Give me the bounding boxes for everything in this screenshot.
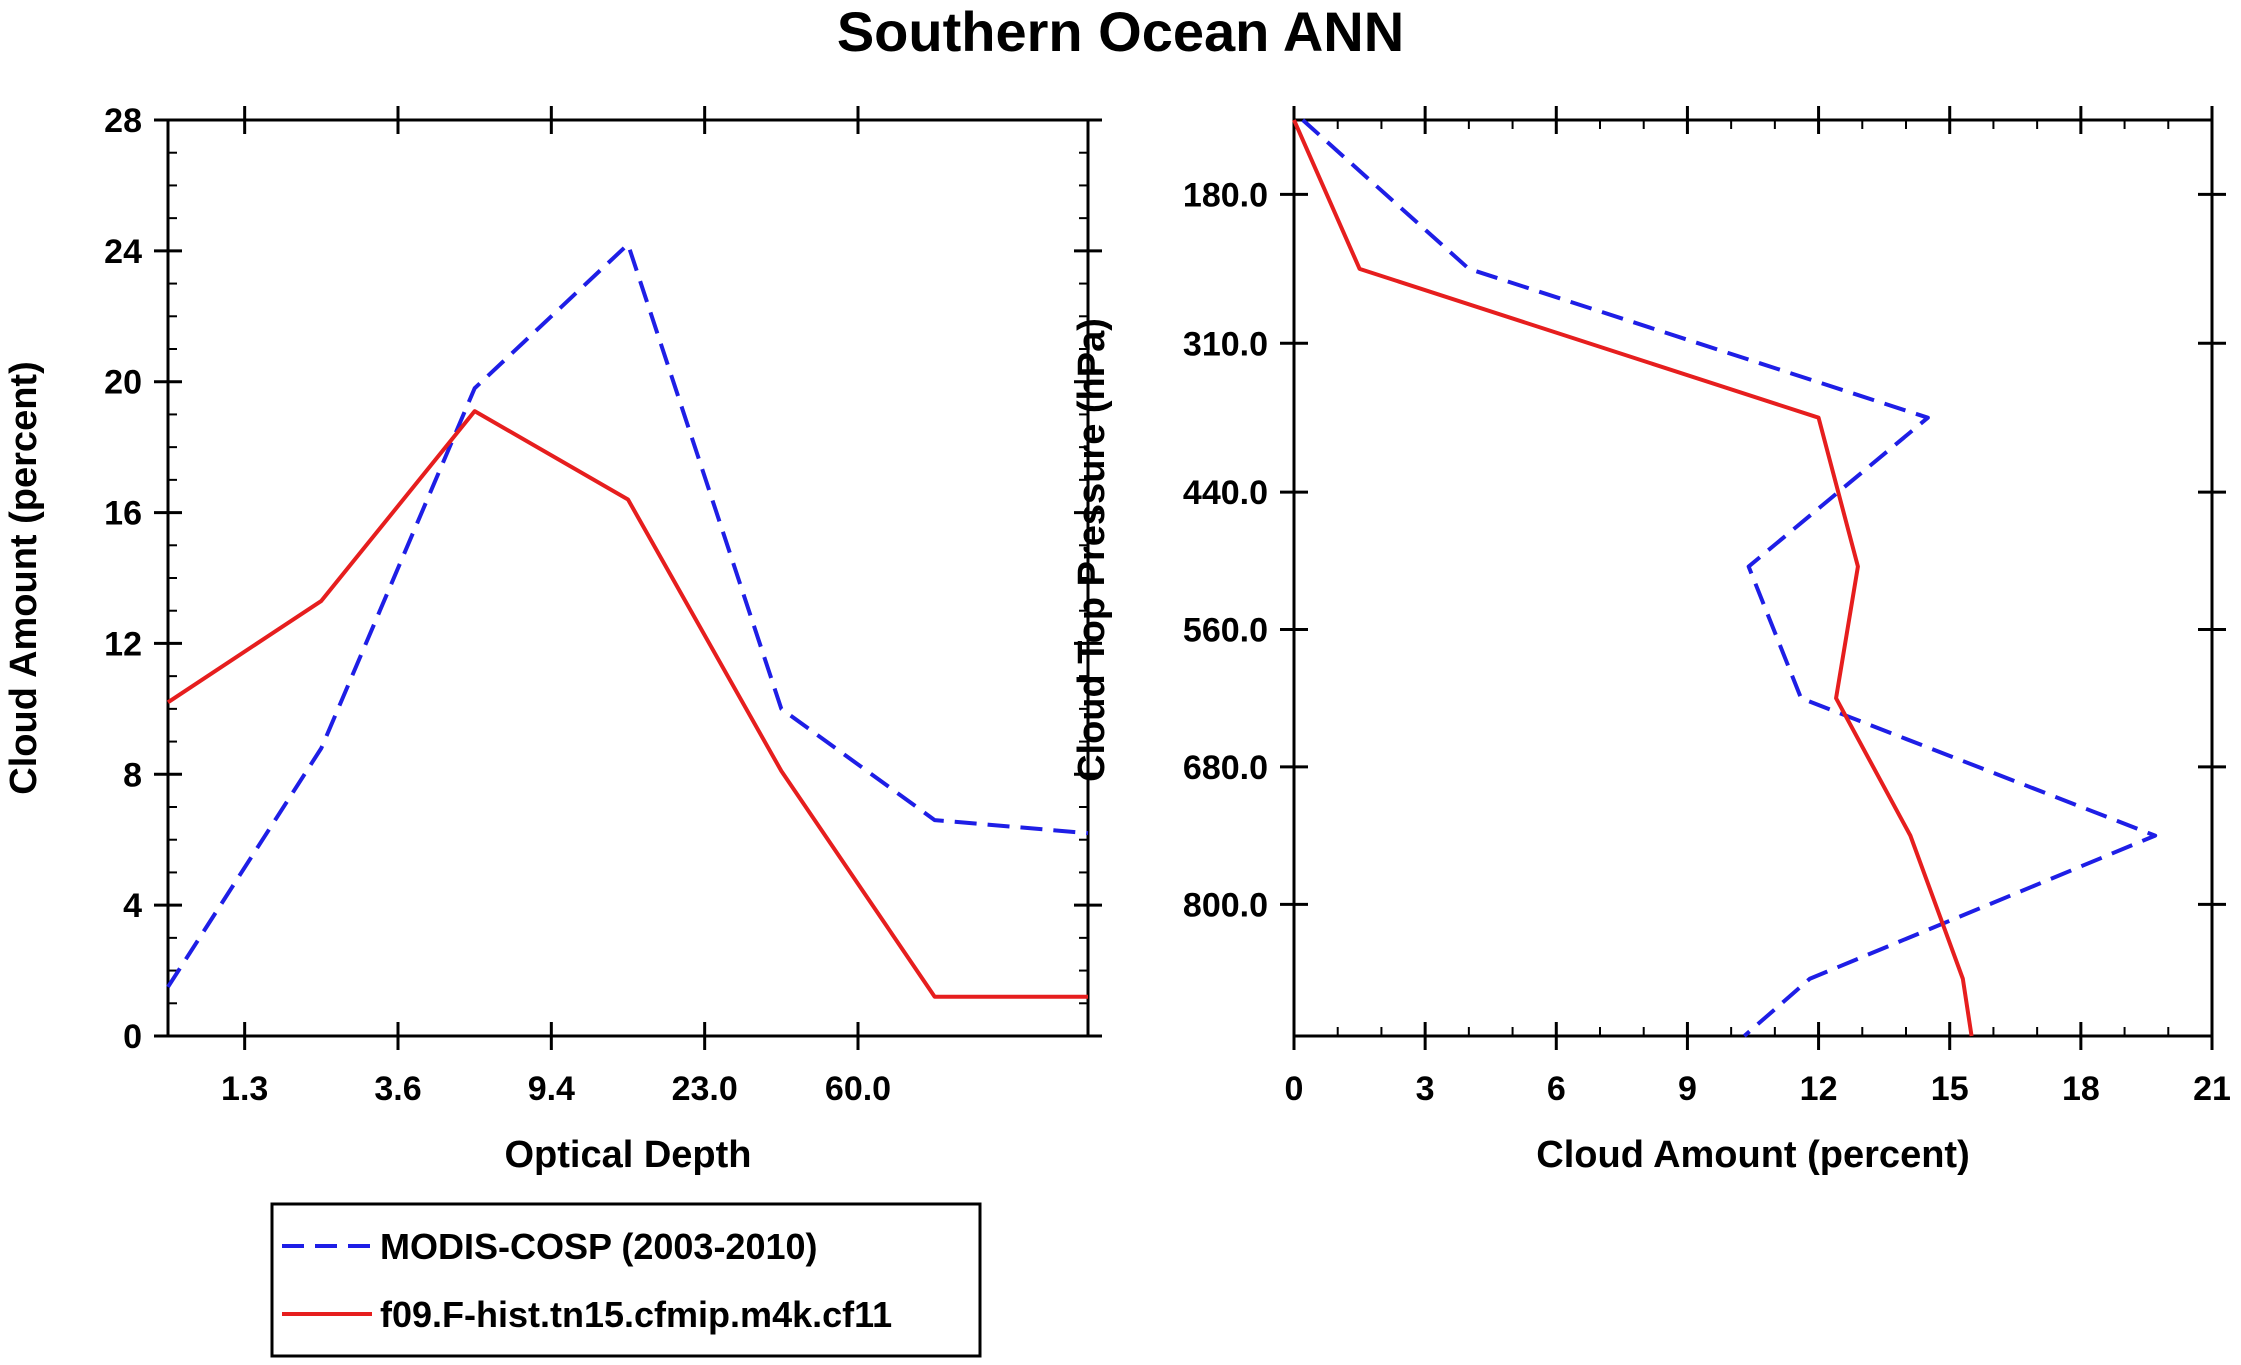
right-ytick-label: 680.0 bbox=[1183, 749, 1268, 787]
legend-label-modis: MODIS-COSP (2003-2010) bbox=[380, 1226, 818, 1267]
left-xtick-label: 60.0 bbox=[825, 1070, 891, 1108]
left-xtick-label: 23.0 bbox=[672, 1070, 738, 1108]
figure-title: Southern Ocean ANN bbox=[836, 0, 1405, 63]
left-ytick-label: 28 bbox=[104, 102, 142, 140]
left-xtick-label: 9.4 bbox=[528, 1070, 575, 1108]
right-xtick-label: 6 bbox=[1547, 1070, 1566, 1108]
right-ytick-label: 440.0 bbox=[1183, 474, 1268, 512]
legend-label-model: f09.F-hist.tn15.cfmip.m4k.cf11 bbox=[380, 1294, 892, 1335]
right-xtick-label: 21 bbox=[2193, 1070, 2231, 1108]
right-plot-frame bbox=[1292, 118, 2214, 1038]
right-ytick-label: 180.0 bbox=[1183, 176, 1268, 214]
right-series-model-line bbox=[1292, 119, 1974, 1037]
right-xlabel: Cloud Amount (percent) bbox=[1536, 1134, 1969, 1176]
left-series-modis-line bbox=[166, 242, 1089, 989]
left-ytick-label: 16 bbox=[104, 495, 142, 533]
right-series-modis-line bbox=[1301, 118, 2158, 1038]
right-xtick-label: 0 bbox=[1285, 1070, 1304, 1108]
left-ytick-label: 20 bbox=[104, 364, 142, 402]
left-ytick-label: 0 bbox=[123, 1018, 142, 1056]
right-ytick-label: 310.0 bbox=[1183, 325, 1268, 363]
right-panel: 0 3 6 9 12 15 18 21 180.0 310.0 440.0 560.0 680.0 800… bbox=[1071, 106, 2231, 1176]
left-ytick-label: 8 bbox=[123, 756, 142, 794]
legend-box bbox=[270, 1202, 982, 1358]
left-ytick-label: 4 bbox=[123, 887, 142, 925]
left-ytick-label: 24 bbox=[104, 233, 142, 271]
right-xtick-label: 9 bbox=[1678, 1070, 1697, 1108]
left-xtick-label: 3.6 bbox=[374, 1070, 421, 1108]
legend: MODIS-COSP (2003-2010) f09.F-hist.tn15.cf… bbox=[270, 1202, 982, 1358]
left-ylabel: Cloud Amount (percent) bbox=[3, 361, 45, 794]
right-ytick-label: 800.0 bbox=[1183, 886, 1268, 924]
right-ylabel: Cloud Top Pressure (hPa) bbox=[1071, 318, 1113, 782]
left-xtick-label: 1.3 bbox=[221, 1070, 268, 1108]
right-ytick-label: 560.0 bbox=[1183, 612, 1268, 650]
left-panel: 0 4 8 12 16 20 24 28 1.3 3.6 9.4 23.0 60.0 Optical De… bbox=[3, 102, 1102, 1176]
left-series-model-line bbox=[166, 409, 1088, 999]
right-xtick-label: 18 bbox=[2062, 1070, 2100, 1108]
left-xlabel: Optical Depth bbox=[504, 1134, 751, 1176]
right-xtick-label: 12 bbox=[1800, 1070, 1838, 1108]
left-ytick-label: 12 bbox=[104, 625, 142, 663]
left-plot-frame bbox=[166, 118, 1090, 1038]
right-xtick-label: 15 bbox=[1931, 1070, 1969, 1108]
right-xtick-label: 3 bbox=[1416, 1070, 1435, 1108]
